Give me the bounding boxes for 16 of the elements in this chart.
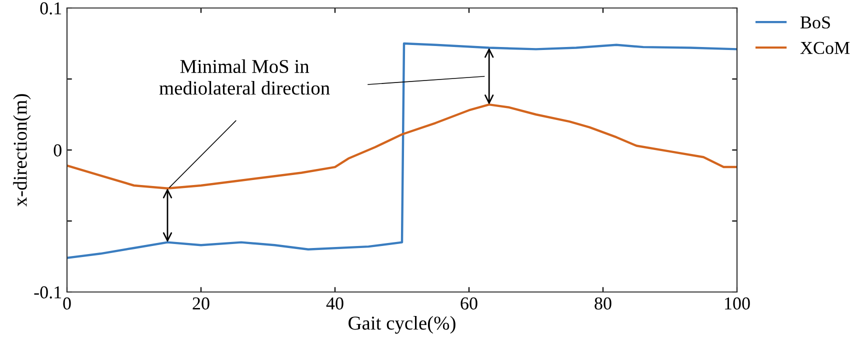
y-axis-title: x-direction(m) — [13, 94, 31, 207]
x-axis-title: Gait cycle(%) — [348, 316, 456, 334]
y-tick-label: 0 — [54, 144, 62, 156]
x-tick-label: 60 — [460, 297, 478, 310]
x-tick-label: 20 — [192, 297, 210, 310]
y-tick-label: -0.1 — [34, 286, 62, 299]
annotation: Minimal MoS in mediolateral direction — [159, 59, 330, 95]
x-tick-label: 40 — [326, 297, 344, 310]
x-tick-label: 0 — [63, 297, 71, 310]
x-tick-label: 100 — [725, 297, 750, 310]
legend-label: BoS — [800, 16, 830, 29]
line-series — [67, 103, 737, 190]
x-tick-label: 80 — [594, 297, 612, 310]
y-tick-label: 0.1 — [40, 2, 62, 15]
line-series — [67, 42, 737, 260]
legend-label: XCoM — [800, 42, 850, 54]
